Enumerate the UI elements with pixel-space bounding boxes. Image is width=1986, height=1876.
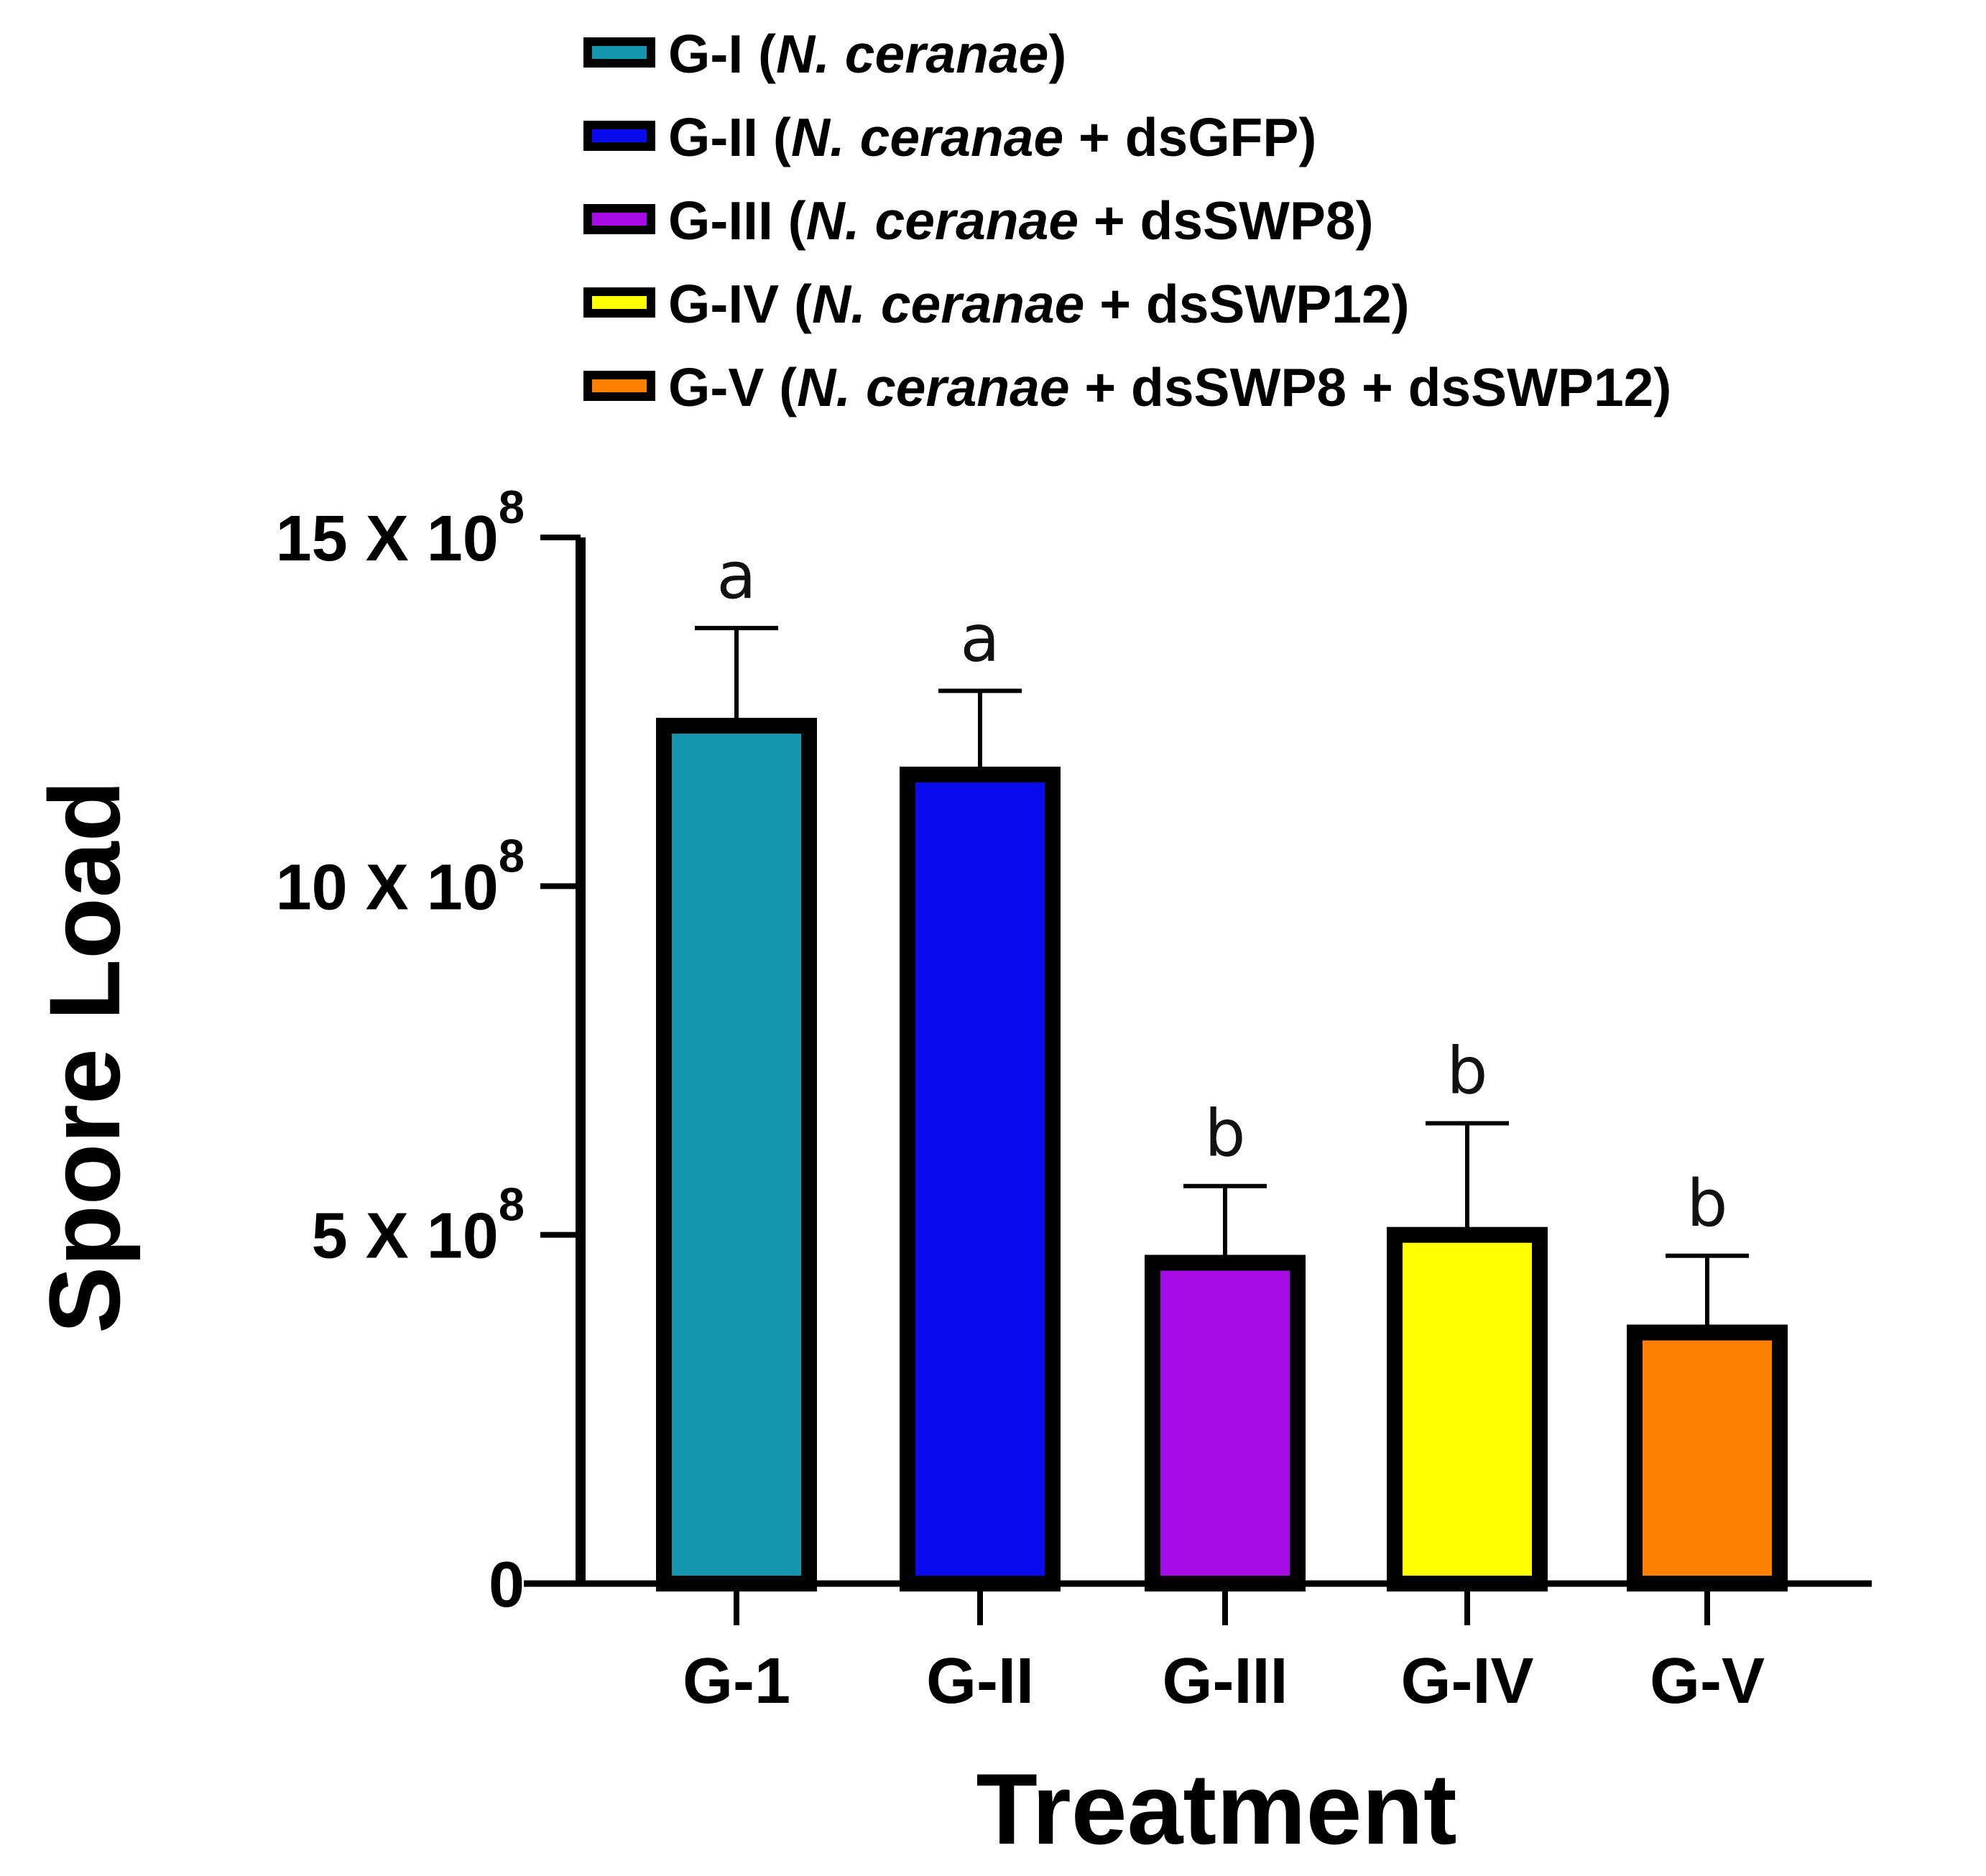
y-tick-exponent: 8 <box>499 481 525 533</box>
significance-label: b <box>1686 1166 1727 1242</box>
y-tick-label: 10 X 108 <box>276 829 525 923</box>
legend-swatch <box>583 37 655 68</box>
legend: G-I (N. ceranae)G-II (N. ceranae + dsGFP… <box>583 24 1671 417</box>
y-tick-mantissa: 15 X 10 <box>276 503 499 575</box>
significance-label: b <box>1204 1096 1245 1172</box>
bar <box>1387 1226 1548 1591</box>
y-tick-mantissa: 0 <box>489 1549 525 1621</box>
legend-prefix: G-IV ( <box>668 274 812 334</box>
legend-prefix: G-I ( <box>668 24 776 84</box>
bar <box>900 767 1061 1591</box>
legend-prefix: G-III ( <box>668 190 806 251</box>
bar <box>1627 1324 1788 1592</box>
x-tick-label: G-IV <box>1400 1645 1533 1717</box>
legend-suffix: + dsSWP8) <box>1079 190 1374 251</box>
x-tick-label: G-V <box>1650 1645 1765 1717</box>
legend-swatch <box>583 287 655 318</box>
legend-label: G-V (N. ceranae + dsSWP8 + dsSWP12) <box>668 357 1671 417</box>
legend-swatch <box>583 371 655 401</box>
x-ticks-group: G-1 G-II G-III G-IV G-V <box>683 1584 1765 1717</box>
legend-species: N. ceranae <box>806 190 1079 251</box>
y-tick-mantissa: 5 X 10 <box>312 1201 499 1272</box>
x-tick-label: G-III <box>1163 1645 1288 1717</box>
bar <box>656 718 817 1592</box>
legend-suffix: ) <box>1048 24 1066 84</box>
significance-label: a <box>716 538 756 614</box>
legend-species: N. ceranae <box>776 24 1048 84</box>
legend-suffix: + dsGFP) <box>1063 107 1316 167</box>
legend-suffix: + dsSWP12) <box>1084 274 1409 334</box>
legend-label: G-II (N. ceranae + dsGFP) <box>668 107 1316 167</box>
legend-label: G-IV (N. ceranae + dsSWP12) <box>668 274 1410 334</box>
legend-species: N. ceranae <box>791 107 1063 167</box>
bar <box>1145 1254 1306 1591</box>
legend-species: N. ceranae <box>812 274 1084 334</box>
bars-group: a a b b b <box>656 538 1788 1592</box>
x-tick-label: G-II <box>926 1645 1034 1717</box>
legend-prefix: G-V ( <box>668 357 797 417</box>
legend-species: N. ceranae <box>797 357 1069 417</box>
y-axis-title: Spore Load <box>28 780 141 1334</box>
y-tick-exponent: 8 <box>499 829 525 882</box>
significance-label: a <box>960 601 999 677</box>
legend-label: G-III (N. ceranae + dsSWP8) <box>668 190 1374 251</box>
significance-label: b <box>1446 1033 1487 1109</box>
axes-group <box>524 537 1872 1587</box>
legend-prefix: G-II ( <box>668 107 791 167</box>
y-tick-label: 15 X 108 <box>276 481 525 575</box>
legend-swatch <box>583 121 655 151</box>
legend-suffix: + dsSWP8 + dsSWP12) <box>1070 357 1672 417</box>
x-axis-title: Treatment <box>976 1752 1456 1865</box>
y-tick-mantissa: 10 X 10 <box>276 851 499 923</box>
y-tick-exponent: 8 <box>499 1178 525 1231</box>
legend-swatch <box>583 204 655 234</box>
x-tick-label: G-1 <box>683 1645 790 1717</box>
y-tick-label: 5 X 108 <box>312 1178 525 1272</box>
legend-label: G-I (N. ceranae) <box>668 24 1066 84</box>
y-tick-label: 0 <box>489 1549 525 1621</box>
